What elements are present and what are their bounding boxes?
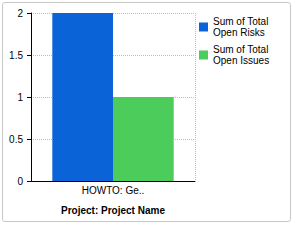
svg-text:1.5: 1.5 [9, 50, 23, 61]
svg-text:1: 1 [17, 92, 23, 103]
svg-text:2: 2 [17, 8, 23, 19]
svg-text:Sum of Total: Sum of Total [213, 16, 271, 27]
svg-text:Sum of Total: Sum of Total [213, 44, 271, 55]
svg-text:HOWTO: Ge..: HOWTO: Ge.. [82, 185, 145, 196]
svg-text:Open Issues: Open Issues [213, 55, 269, 66]
svg-text:0: 0 [17, 176, 23, 187]
svg-text:Open Risks: Open Risks [213, 27, 265, 38]
svg-text:Project: Project Name: Project: Project Name [61, 205, 165, 216]
svg-text:0.5: 0.5 [9, 134, 23, 145]
